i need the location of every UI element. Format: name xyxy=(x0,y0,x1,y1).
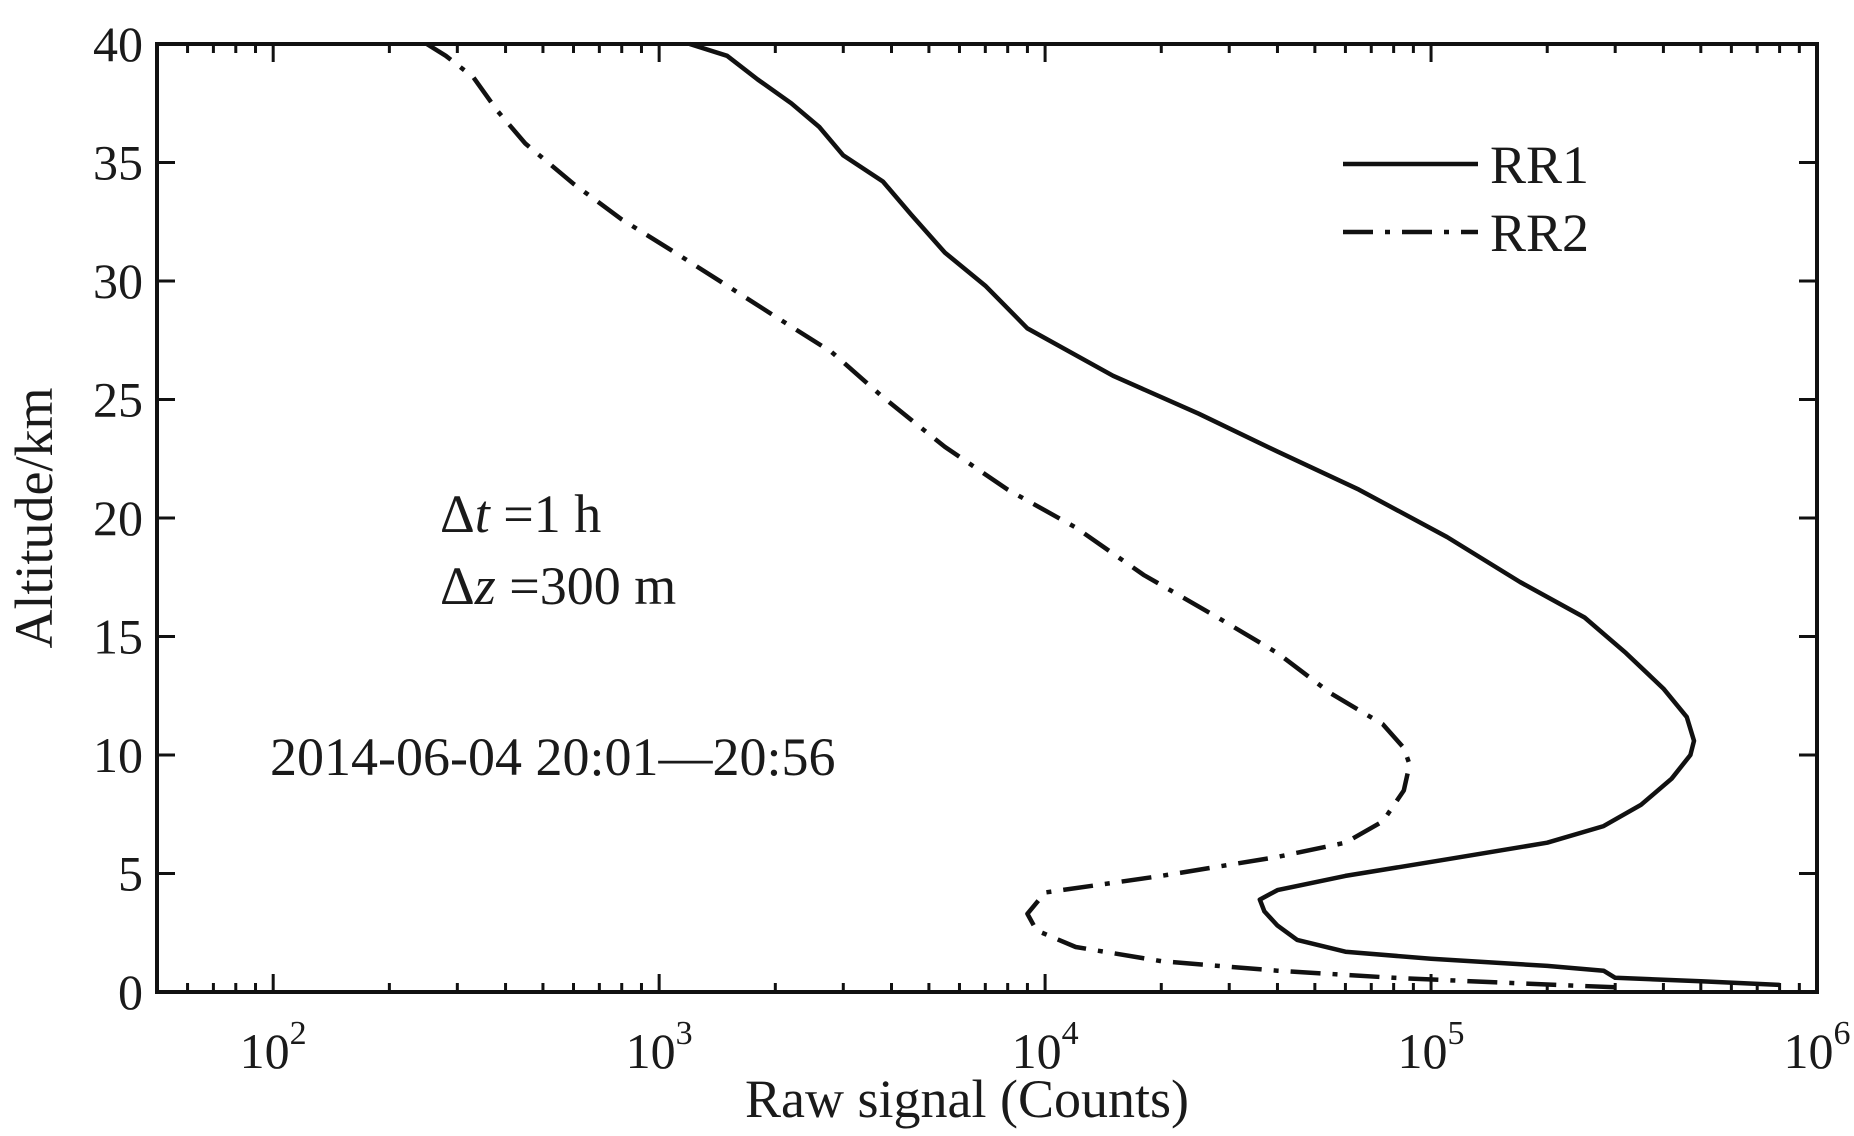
y-tick-label: 35 xyxy=(93,135,143,191)
x-tick-label: 104 xyxy=(1012,1015,1079,1079)
annotation-1: Δt =1 h xyxy=(440,484,601,544)
series-line-rr2 xyxy=(425,42,1616,990)
series-lines xyxy=(425,41,1780,990)
annotations: Δt =1 h Δz =300 m 2014-06-04 20:01—20:56 xyxy=(270,484,835,787)
y-tick-label: 40 xyxy=(93,16,143,72)
plot-frame xyxy=(155,42,1819,994)
y-tick-label: 0 xyxy=(118,964,143,1020)
y-tick-labels: 0 5 10 15 20 25 30 35 40 xyxy=(93,16,143,1020)
x-tick-label: 105 xyxy=(1398,1015,1465,1079)
x-tick-label: 106 xyxy=(1784,1015,1851,1079)
y-tick-label: 25 xyxy=(93,372,143,428)
annotation-3: 2014-06-04 20:01—20:56 xyxy=(270,727,835,787)
y-axis-label: Altitude/km xyxy=(4,388,64,649)
x-tick-label: 102 xyxy=(240,1015,307,1079)
x-tick-label: 103 xyxy=(626,1015,693,1079)
y-tick-label: 15 xyxy=(93,609,143,665)
y-tick-label: 5 xyxy=(118,846,143,902)
legend-label-rr2: RR2 xyxy=(1490,203,1589,263)
x-tick-labels: 102 103 104 105 106 xyxy=(240,1015,1851,1079)
y-tick-label: 10 xyxy=(93,727,143,783)
annotation-2: Δz =300 m xyxy=(440,556,676,616)
y-tick-label: 30 xyxy=(93,253,143,309)
y-tick-label: 20 xyxy=(93,490,143,546)
series-line-rr1 xyxy=(689,41,1780,988)
x-axis-label: Raw signal (Counts) xyxy=(745,1069,1189,1129)
legend-label-rr1: RR1 xyxy=(1490,135,1589,195)
